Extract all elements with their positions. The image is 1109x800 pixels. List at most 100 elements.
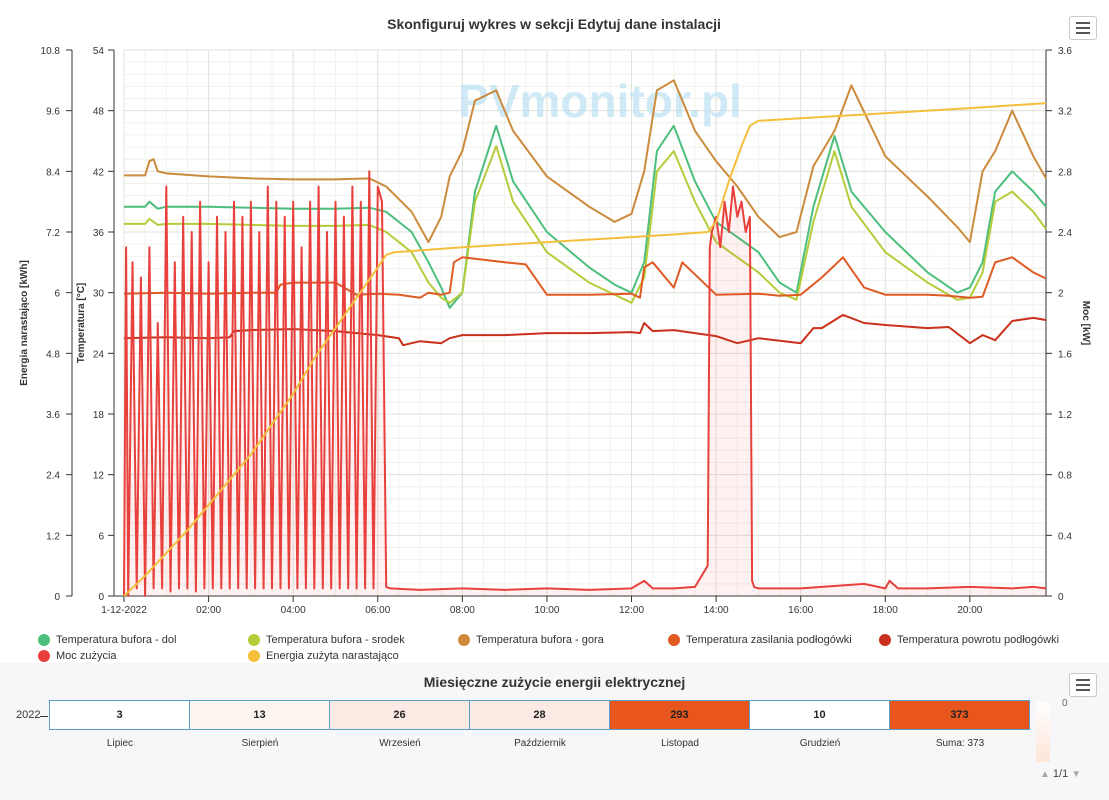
- hamburger-menu-icon: [1076, 684, 1090, 686]
- power-tick-label: 2.4: [1058, 228, 1072, 239]
- energy-tick-label: 4.8: [46, 349, 60, 360]
- chart-menu-button[interactable]: [1069, 16, 1097, 40]
- legend-label: Moc zużycia: [56, 650, 117, 662]
- legend-marker: [38, 634, 50, 646]
- heatmap-cell[interactable]: 26: [329, 700, 470, 730]
- month-label: Grudzień: [799, 738, 841, 749]
- energy-tick-label: 7.2: [46, 228, 60, 239]
- hamburger-menu-icon: [1076, 27, 1090, 29]
- energy-tick-label: 10.8: [41, 46, 61, 57]
- power-tick-label: 0: [1058, 592, 1064, 603]
- temperature-tick-label: 30: [93, 289, 105, 300]
- energy-tick-label: 8.4: [46, 167, 60, 178]
- triangle-down-icon[interactable]: ▼: [1071, 768, 1082, 780]
- legend-item[interactable]: Temperatura bufora - dol: [38, 634, 176, 646]
- temperature-tick-label: 48: [93, 107, 105, 118]
- power-tick-label: 3.2: [1058, 107, 1072, 118]
- year-label: 2022: [16, 709, 41, 721]
- temperature-tick-label: 24: [93, 349, 105, 360]
- legend-marker: [879, 634, 891, 646]
- legend-label: Temperatura powrotu podłogówki: [897, 634, 1060, 646]
- power-tick-label: 2: [1058, 289, 1064, 300]
- watermark: PVmonitor.pl: [458, 75, 742, 127]
- x-tick-label: 10:00: [534, 605, 559, 616]
- legend-marker: [458, 634, 470, 646]
- heatmap-cell[interactable]: 293: [609, 700, 750, 730]
- hamburger-menu-icon: [1076, 689, 1090, 691]
- energy-tick-label: 6: [54, 289, 60, 300]
- legend-item[interactable]: Temperatura bufora - gora: [458, 634, 604, 646]
- x-tick-label: 20:00: [957, 605, 982, 616]
- power-tick-label: 1.2: [1058, 410, 1072, 421]
- legend-label: Temperatura bufora - srodek: [266, 634, 405, 646]
- legend-item[interactable]: Temperatura powrotu podłogówki: [879, 634, 1059, 646]
- temperature-tick-label: 6: [98, 531, 104, 542]
- series-line: [123, 313, 1047, 347]
- x-tick-label: 12:00: [619, 605, 644, 616]
- power-tick-label: 3.6: [1058, 46, 1072, 57]
- temperature-tick-label: 0: [98, 592, 104, 603]
- x-tick-label: 04:00: [281, 605, 306, 616]
- power-tick-label: 0.4: [1058, 531, 1072, 542]
- x-tick-label: 02:00: [196, 605, 221, 616]
- legend-item[interactable]: Temperatura zasilania podłogówki: [668, 634, 852, 646]
- x-tick-label: 14:00: [704, 605, 729, 616]
- heatmap-cell[interactable]: 373: [889, 700, 1030, 730]
- legend-label: Temperatura bufora - dol: [56, 634, 177, 646]
- legend-item[interactable]: Moc zużycia: [38, 650, 117, 662]
- pager-text: 1/1: [1052, 768, 1069, 780]
- heatmap-cell[interactable]: 10: [749, 700, 890, 730]
- hamburger-menu-icon: [1076, 22, 1090, 24]
- energy-axis-title: Energia narastająco [kWh]: [19, 260, 30, 386]
- month-label: Październik: [514, 738, 566, 749]
- heatmap-cell[interactable]: 13: [189, 700, 330, 730]
- energy-tick-label: 3.6: [46, 410, 60, 421]
- series-line: [124, 124, 1047, 309]
- legend-pager: ▲ 1/1 ▼: [1040, 768, 1081, 780]
- x-tick-label: 1-12-2022: [101, 605, 147, 616]
- power-tick-label: 2.8: [1058, 167, 1072, 178]
- legend-item[interactable]: Temperatura bufora - srodek: [248, 634, 405, 646]
- energy-tick-label: 0: [54, 592, 60, 603]
- month-labels: Lipiec Sierpień Wrzesień Październik Listopa…: [50, 738, 1030, 749]
- legend-label: Temperatura bufora - gora: [476, 634, 604, 646]
- x-tick-label: 08:00: [450, 605, 475, 616]
- hamburger-menu-icon: [1076, 679, 1090, 681]
- color-axis-tick: 0: [1062, 698, 1068, 709]
- series-line: [124, 79, 1047, 244]
- series-line: [123, 170, 1047, 597]
- month-label: Wrzesień: [379, 738, 421, 749]
- month-label: Suma: 373: [935, 738, 985, 749]
- legend-marker: [248, 634, 260, 646]
- month-label: Listopad: [661, 738, 699, 749]
- heatmap-cell[interactable]: 28: [469, 700, 610, 730]
- series-line: [123, 102, 1047, 597]
- energy-tick-label: 2.4: [46, 471, 60, 482]
- temperature-tick-label: 18: [93, 410, 105, 421]
- series-line: [124, 145, 1047, 304]
- month-label: Lipiec: [106, 738, 134, 749]
- legend-marker: [248, 650, 260, 662]
- month-label: Sierpień: [241, 738, 279, 749]
- monthly-chart-title: Miesięczne zużycie energii elektrycznej: [423, 674, 686, 690]
- color-axis: [1036, 702, 1050, 762]
- triangle-up-icon[interactable]: ▲: [1040, 768, 1050, 780]
- energy-tick-label: 9.6: [46, 107, 60, 118]
- x-tick-label: 16:00: [788, 605, 813, 616]
- power-tick-label: 0.8: [1058, 471, 1072, 482]
- legend-marker: [38, 650, 50, 662]
- power-tick-label: 1.6: [1058, 349, 1072, 360]
- chart-legend: Temperatura bufora - dol Temperatura bufo…: [38, 634, 1108, 664]
- chart-title: Skonfiguruj wykres w sekcji Edytuj dane …: [387, 16, 721, 32]
- temperature-tick-label: 54: [93, 46, 105, 57]
- main-chart: PVmonitor.pl Skonfiguruj wykres w sekcji …: [19, 16, 1091, 616]
- legend-marker: [668, 634, 680, 646]
- energy-tick-label: 1.2: [46, 531, 60, 542]
- monthly-panel: [0, 663, 1109, 800]
- heatmap-cell[interactable]: 3: [49, 700, 190, 730]
- power-area: [124, 171, 1046, 597]
- monthly-heatmap: 3 13 26 28 293 10 373: [49, 700, 1030, 730]
- legend-item[interactable]: Energia zużyta narastająco: [248, 650, 399, 662]
- monthly-menu-button[interactable]: [1069, 673, 1097, 697]
- hamburger-menu-icon: [1076, 32, 1090, 34]
